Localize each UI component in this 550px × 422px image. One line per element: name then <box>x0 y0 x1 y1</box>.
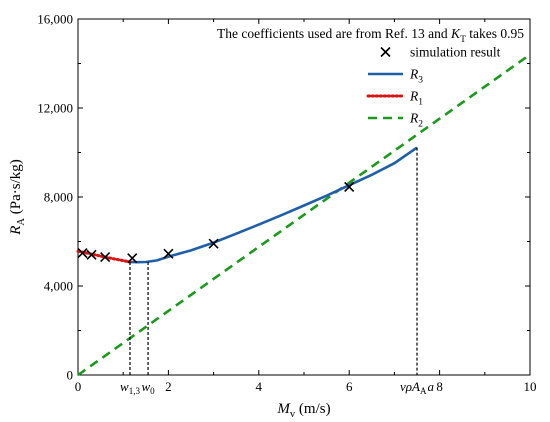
marker-stroke <box>344 181 355 193</box>
series-line-r2 <box>77 53 531 377</box>
legend-label-main: R <box>409 111 419 126</box>
annotation-label: w1,3 <box>120 379 140 396</box>
note-suffix: takes 0.95 <box>466 26 524 41</box>
y-tick-label: 12,000 <box>37 101 73 116</box>
note-prefix: The coefficients used are from Ref. 13 a… <box>217 26 451 41</box>
y-axis-symbol: R <box>8 226 24 236</box>
y-axis-title: RA (Pa·s/kg) <box>8 159 27 236</box>
series-layer <box>76 53 531 377</box>
x-tick-label: 6 <box>346 379 353 394</box>
legend-label-subscript: 1 <box>418 98 423 108</box>
legend-label: R1 <box>409 89 423 108</box>
chart-note: The coefficients used are from Ref. 13 a… <box>217 26 524 45</box>
y-tick-label: 0 <box>67 368 74 383</box>
annotation-subscript: 1,3 <box>129 386 141 396</box>
x-axis-unit: (m/s) <box>295 401 330 417</box>
legend-label-main: R <box>409 89 419 104</box>
annotation-tail: a <box>427 379 434 394</box>
x-tick-label: 8 <box>436 379 443 394</box>
series-line-r3 <box>129 146 418 264</box>
legend-label-subscript: 2 <box>418 120 423 130</box>
data-point-x-marker <box>100 252 111 263</box>
marker-stroke <box>208 238 219 249</box>
x-tick-label: 0 <box>75 379 82 394</box>
annotation-main: w <box>141 379 150 394</box>
legend-marker <box>380 46 391 58</box>
plot-frame <box>77 18 531 376</box>
marker-stroke <box>127 253 138 264</box>
annotation-main: w <box>120 379 129 394</box>
annotation-layer: w1,3 w0 νρAAa <box>120 147 434 396</box>
annotation-subscript: 0 <box>150 386 155 396</box>
marker-stroke <box>86 249 97 260</box>
marker-stroke <box>77 248 88 259</box>
note-k-subscript: T <box>460 35 466 45</box>
x-axis-title: Mv (m/s) <box>276 401 330 420</box>
y-tick-label: 4,000 <box>44 279 73 294</box>
annotation-main: νρA <box>400 379 420 394</box>
x-tick-label: 2 <box>165 379 172 394</box>
note-k-symbol: K <box>450 26 461 41</box>
x-axis-subscript: v <box>290 409 296 420</box>
legend-label: R2 <box>409 111 423 130</box>
legend-label: simulation result <box>410 45 501 60</box>
y-tick-label: 16,000 <box>37 12 73 27</box>
annotation-subscript: A <box>420 386 427 396</box>
annotation-label: νρAAa <box>400 379 434 396</box>
data-point-x-marker <box>86 249 97 260</box>
data-point-x-marker <box>208 238 219 249</box>
legend-label-main: simulation result <box>410 45 501 60</box>
legend-label-main: R <box>409 67 419 82</box>
legend-label: R3 <box>409 67 423 86</box>
legend-label-subscript: 3 <box>418 76 423 86</box>
x-tick-label: 10 <box>524 379 537 394</box>
y-axis-unit: (Pa·s/kg) <box>8 159 24 218</box>
annotation-label: w0 <box>141 379 155 396</box>
data-point-x-marker <box>127 253 138 264</box>
y-axis-subscript: A <box>16 218 27 226</box>
y-tick-label: 8,000 <box>44 190 73 205</box>
marker-stroke <box>163 248 174 259</box>
data-point-x-marker <box>77 248 88 259</box>
data-point-x-marker <box>163 248 174 259</box>
marker-stroke <box>100 252 111 263</box>
x-axis-symbol: M <box>276 401 291 417</box>
x-tick-label: 4 <box>256 379 263 394</box>
data-point-x-marker <box>344 181 355 193</box>
